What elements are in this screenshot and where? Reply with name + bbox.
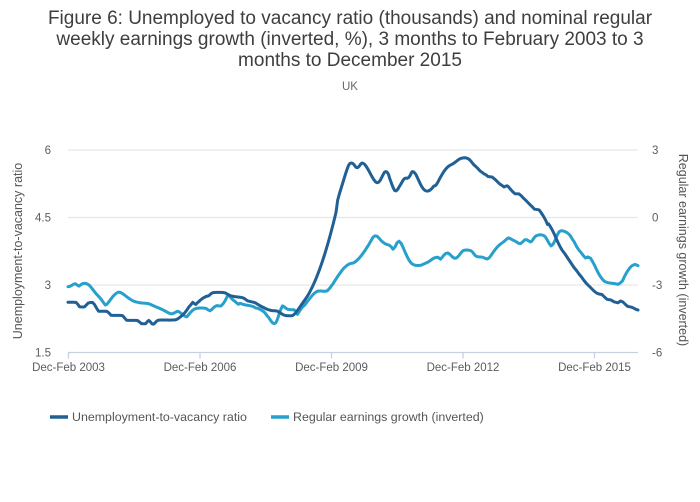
- svg-text:Regular earnings growth (inver: Regular earnings growth (inverted): [293, 410, 484, 424]
- svg-text:Dec-Feb 2009: Dec-Feb 2009: [295, 362, 368, 374]
- svg-text:UK: UK: [342, 81, 358, 93]
- svg-text:Dec-Feb 2003: Dec-Feb 2003: [32, 362, 105, 374]
- svg-text:Figure 6: Unemployed to vacanc: Figure 6: Unemployed to vacancy ratio (t…: [48, 8, 653, 29]
- svg-text:3: 3: [652, 145, 658, 157]
- svg-text:Regular earnings growth (inver: Regular earnings growth (inverted): [676, 154, 690, 346]
- svg-text:3: 3: [45, 280, 51, 292]
- svg-text:months to December 2015: months to December 2015: [238, 50, 462, 71]
- svg-text:-3: -3: [652, 280, 662, 292]
- svg-text:Unemployment-to-vacancy ratio: Unemployment-to-vacancy ratio: [11, 163, 25, 340]
- svg-text:Unemployment-to-vacancy ratio: Unemployment-to-vacancy ratio: [72, 410, 247, 424]
- svg-text:weekly earnings growth (invert: weekly earnings growth (inverted, %), 3 …: [55, 29, 643, 50]
- svg-text:-6: -6: [652, 348, 662, 360]
- svg-text:0: 0: [652, 213, 658, 225]
- svg-text:Dec-Feb 2012: Dec-Feb 2012: [427, 362, 500, 374]
- svg-text:4.5: 4.5: [35, 213, 51, 225]
- svg-text:1.5: 1.5: [35, 348, 51, 360]
- svg-text:6: 6: [45, 145, 51, 157]
- svg-text:Dec-Feb 2006: Dec-Feb 2006: [164, 362, 237, 374]
- svg-text:Dec-Feb 2015: Dec-Feb 2015: [558, 362, 631, 374]
